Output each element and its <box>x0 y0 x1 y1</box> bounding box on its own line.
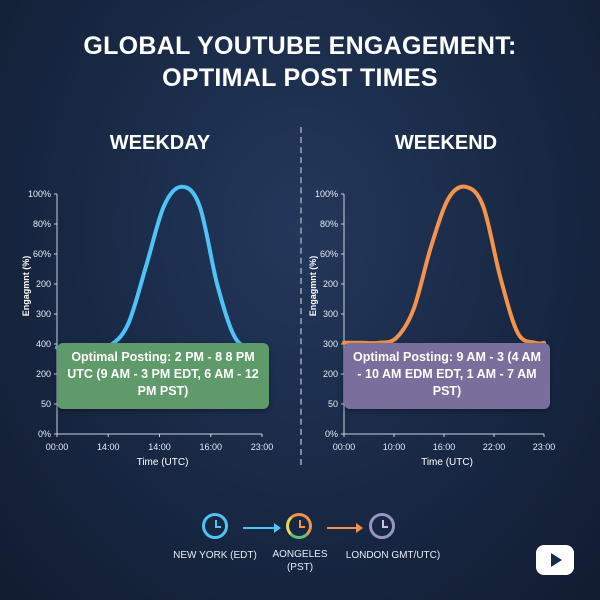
weekend-x-axis-label: Time (UTC) <box>421 457 473 468</box>
weekend-y-tick-label: 60% <box>320 249 338 259</box>
arrow-right-icon <box>243 523 281 533</box>
weekday-panel-title: WEEKDAY <box>109 132 211 154</box>
weekend-x-tick-label: 00:00 <box>333 442 356 452</box>
weekend-y-tick-label: 200 <box>323 279 338 289</box>
weekend-y-tick-label: 300 <box>323 339 338 349</box>
weekend-y-tick-label: 50 <box>328 399 338 409</box>
weekend-engagement-line <box>342 184 546 346</box>
weekday-y-tick-label: 200 <box>36 369 51 379</box>
page-title: GLOBAL YOUTUBE ENGAGEMENT: OPTIMAL POST … <box>0 30 600 94</box>
weekday-y-tick-label: 80% <box>33 219 51 229</box>
london-label: LONDON GMT/UTC) <box>345 550 441 561</box>
weekday-y-tick-label: 400 <box>36 339 51 349</box>
london-clock-icon <box>369 513 395 539</box>
weekend-y-tick-label: 80% <box>320 219 338 229</box>
panel-divider <box>300 127 302 465</box>
title-line-2: OPTIMAL POST TIMES <box>162 64 438 92</box>
los-angeles-clock-icon <box>286 513 312 539</box>
weekday-y-tick-label: 60% <box>33 249 51 259</box>
weekday-y-tick-label: 50 <box>41 399 51 409</box>
title-line-1: GLOBAL YOUTUBE ENGAGEMENT: <box>83 32 517 60</box>
weekday-x-tick-label: 14:00 <box>97 442 120 452</box>
weekend-panel-title: WEEKEND <box>394 132 498 154</box>
weekday-y-tick-label: 200 <box>36 279 51 289</box>
new-york-clock-icon <box>202 513 228 539</box>
los-angeles-label: AONGELES (PST) <box>272 549 328 573</box>
weekend-x-tick-label: 16:00 <box>433 442 456 452</box>
weekday-y-tick-label: 0% <box>38 429 51 439</box>
weekend-x-tick-label: 10:00 <box>383 442 406 452</box>
weekend-x-tick-label: 22:00 <box>483 442 506 452</box>
weekday-x-axis-label: Time (UTC) <box>137 457 189 468</box>
weekend-y-axis-label: Engagmnt (%) <box>308 256 318 317</box>
weekday-y-tick-label: 300 <box>36 309 51 319</box>
weekend-y-tick-label: 200 <box>323 369 338 379</box>
youtube-play-icon <box>536 545 574 575</box>
weekday-optimal-callout: Optimal Posting: 2 PM - 8 8 PM UTC (9 AM… <box>57 343 269 409</box>
weekday-x-tick-label: 14:00 <box>148 442 171 452</box>
weekend-y-tick-label: 0% <box>325 429 338 439</box>
weekday-x-tick-label: 16:00 <box>199 442 222 452</box>
weekday-y-tick-label: 100% <box>28 189 51 199</box>
weekend-y-tick-label: 100% <box>315 189 338 199</box>
weekday-engagement-line <box>55 184 264 351</box>
weekday-x-tick-label: 23:00 <box>251 442 274 452</box>
weekend-y-tick-label: 300 <box>323 309 338 319</box>
weekday-x-tick-label: 00:00 <box>46 442 69 452</box>
weekend-optimal-callout: Optimal Posting: 9 AM - 3 (4 AM - 10 AM … <box>344 343 550 409</box>
arrow-right-icon <box>327 523 363 533</box>
weekday-y-axis-label: Engagmnt (%) <box>21 256 31 317</box>
new-york-label: NEW YORK (EDT) <box>173 550 257 561</box>
weekend-x-tick-label: 23:00 <box>533 442 556 452</box>
